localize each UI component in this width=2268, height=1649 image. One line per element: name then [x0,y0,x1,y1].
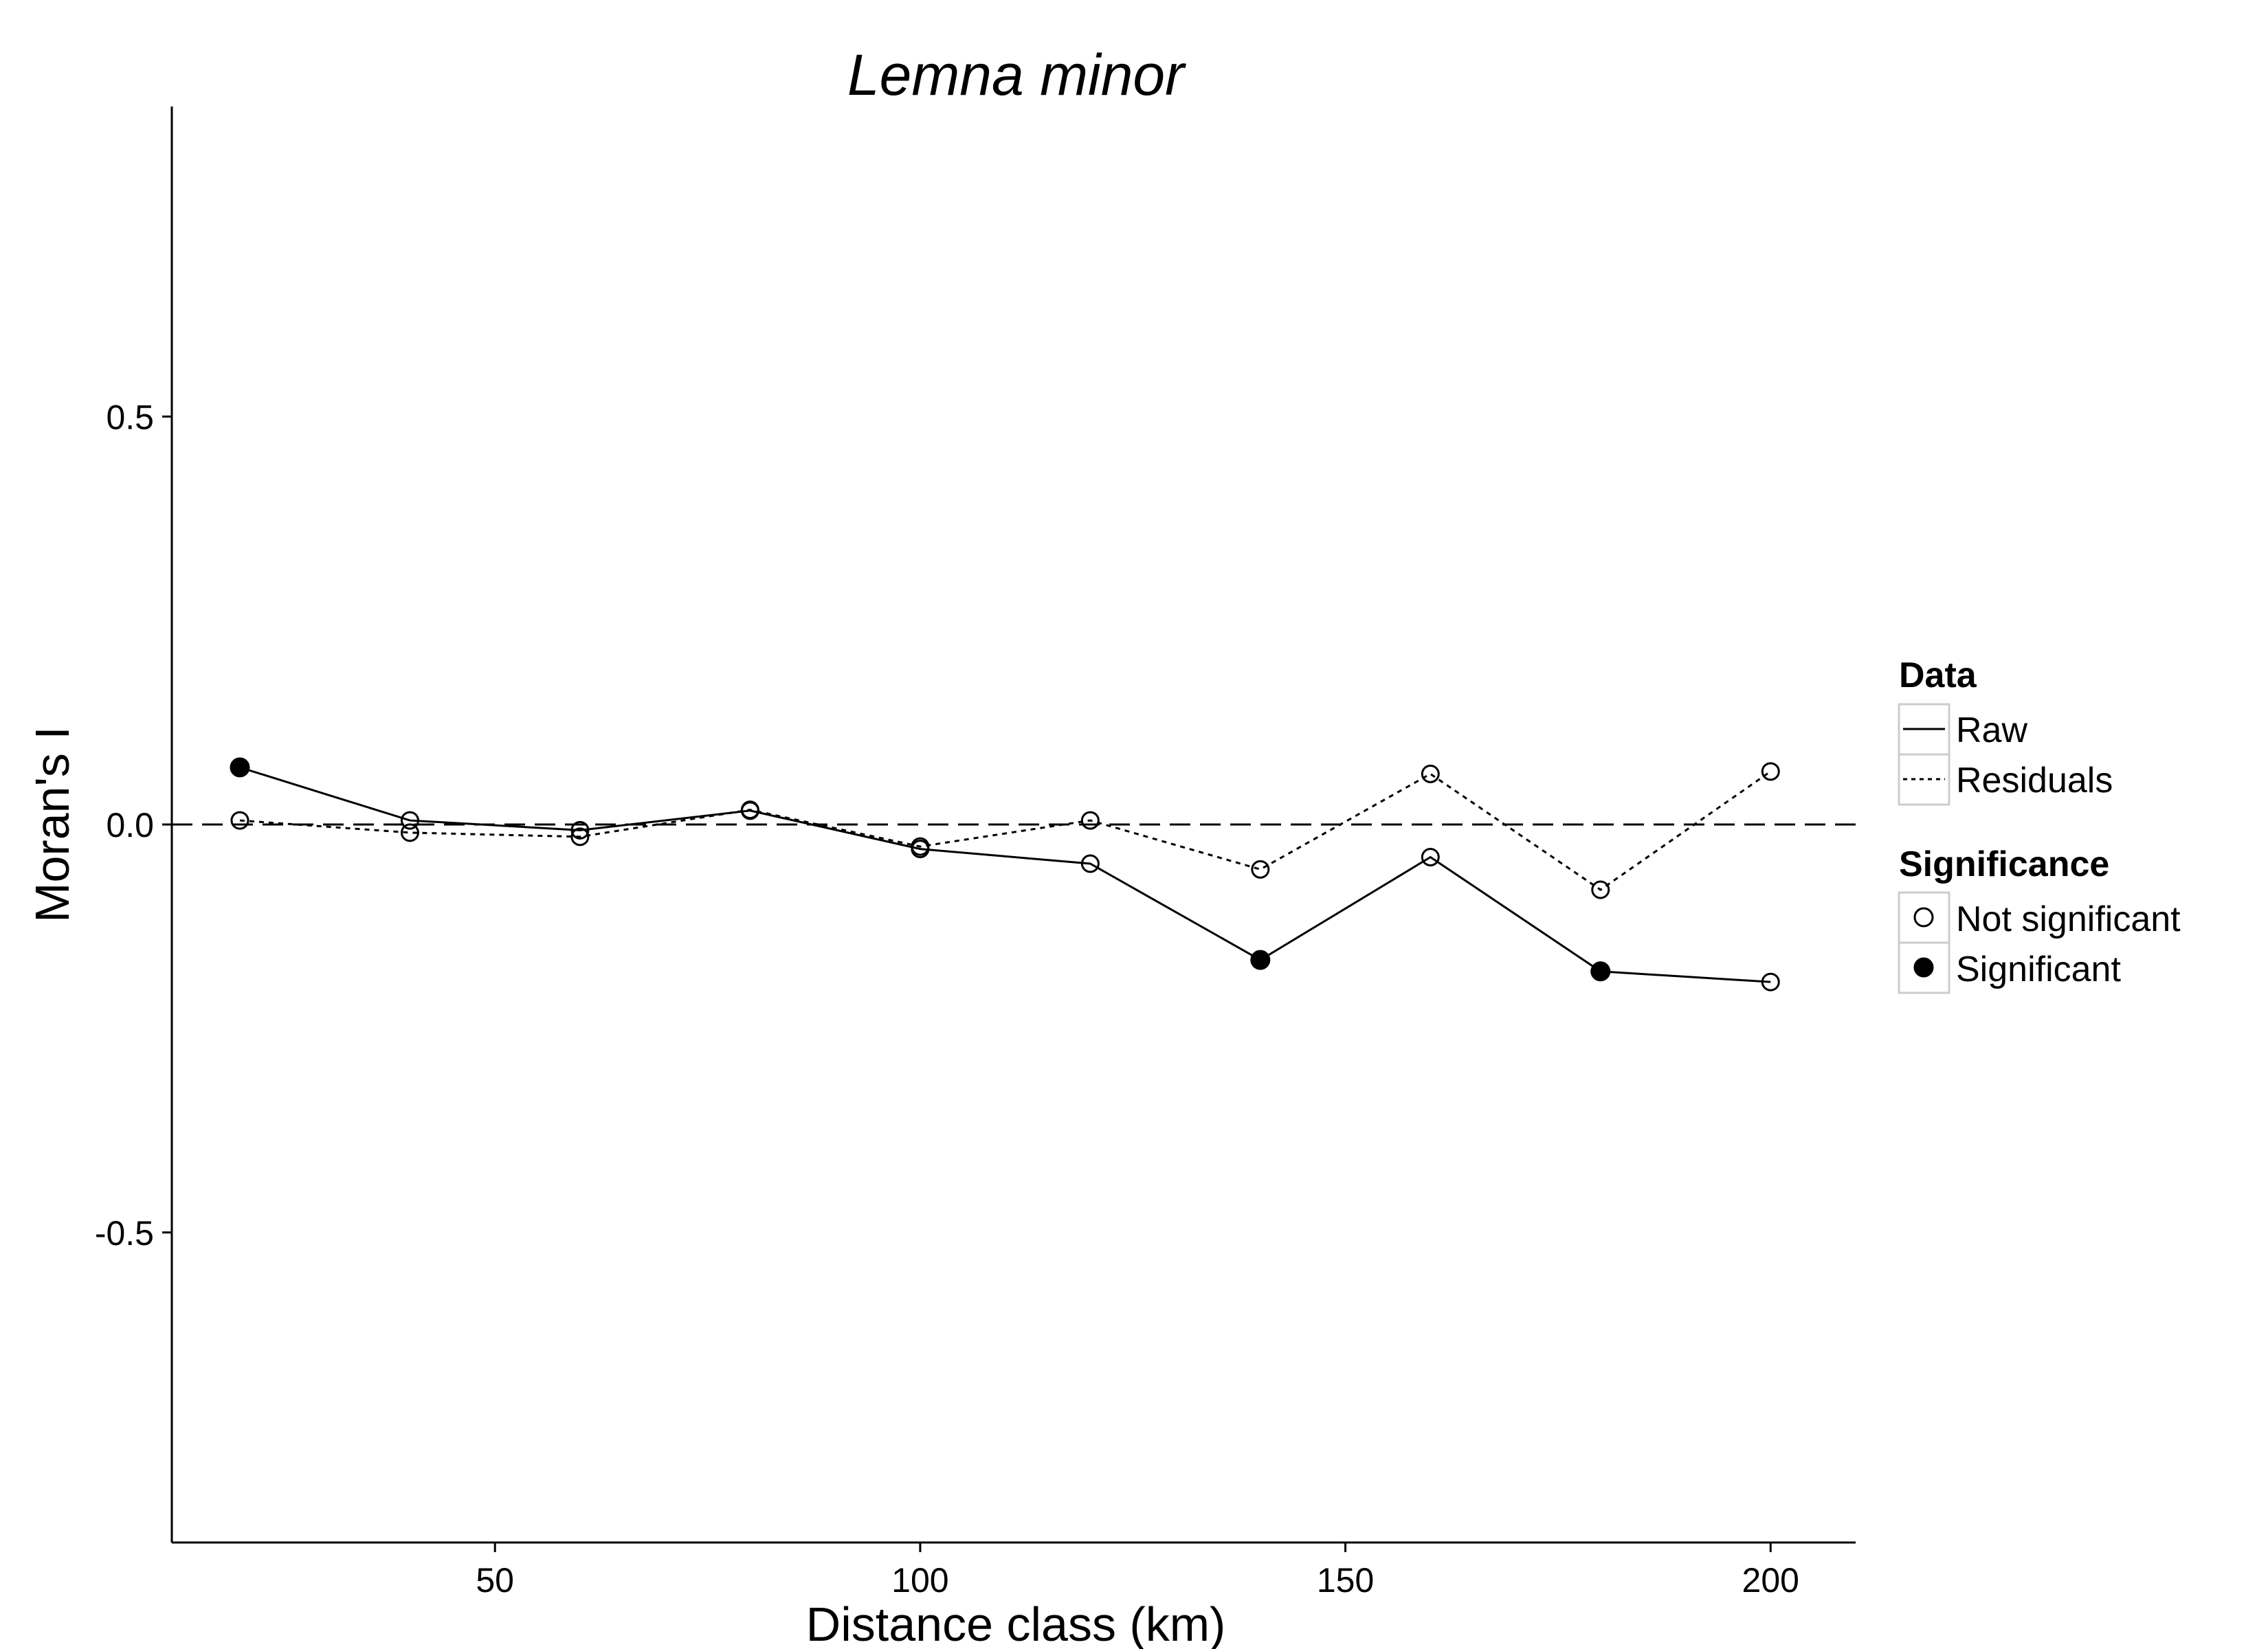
x-tick-label: 100 [891,1561,948,1600]
y-tick-label: 0.5 [106,398,154,436]
data-point-raw [1421,848,1440,866]
legend-item-raw: Raw [1956,710,2027,750]
data-point-residuals [230,811,249,830]
legend-key-residuals [1898,753,1950,806]
data-point-residuals [1761,762,1780,781]
open-circle-icon [1913,907,1934,928]
data-point-raw [570,820,590,840]
data-point-raw [400,811,419,830]
series-lines [239,766,1772,983]
x-axis-label: Distance class (km) [806,1597,1226,1649]
filled-circle-icon [1913,957,1934,978]
y-tick-label: -0.5 [95,1214,154,1253]
series-line-raw [239,766,1771,983]
legend-item-significant: Significant [1956,950,2121,989]
data-points [230,757,1780,991]
legend-significance-title: Significance [1899,844,2109,884]
data-point-residuals [1421,764,1440,783]
legend: Data Raw Residuals Significance Not sign… [1898,655,2181,994]
data-point-raw [1761,972,1780,991]
x-tick-label: 50 [476,1561,514,1600]
legend-item-not-significant: Not significant [1956,899,2181,939]
data-point-raw [1250,950,1271,970]
data-point-raw [1080,854,1100,873]
chart-title: Lemna minor [847,43,1186,107]
x-tick-label: 200 [1742,1561,1799,1600]
axes [162,106,1856,1552]
data-point-residuals [740,800,759,820]
tick-labels: 50 100 150 200 -0.5 0.0 0.5 [95,398,1799,1600]
data-point-residuals [911,837,930,856]
series-line-residuals [239,770,1772,891]
data-point-residuals [570,827,590,846]
data-point-residuals [1251,860,1270,879]
legend-data-title: Data [1899,655,1977,695]
data-point-residuals [1080,811,1100,830]
y-tick-label: 0.0 [106,806,154,844]
x-tick-label: 150 [1317,1561,1374,1600]
data-point-residuals [400,823,419,842]
data-point-raw [230,757,250,778]
data-point-raw [1590,961,1611,982]
legend-item-residuals: Residuals [1956,761,2113,800]
data-point-residuals [1591,880,1610,899]
y-axis-label: Moran's I [25,726,79,923]
legend-key-significant [1898,941,1950,994]
